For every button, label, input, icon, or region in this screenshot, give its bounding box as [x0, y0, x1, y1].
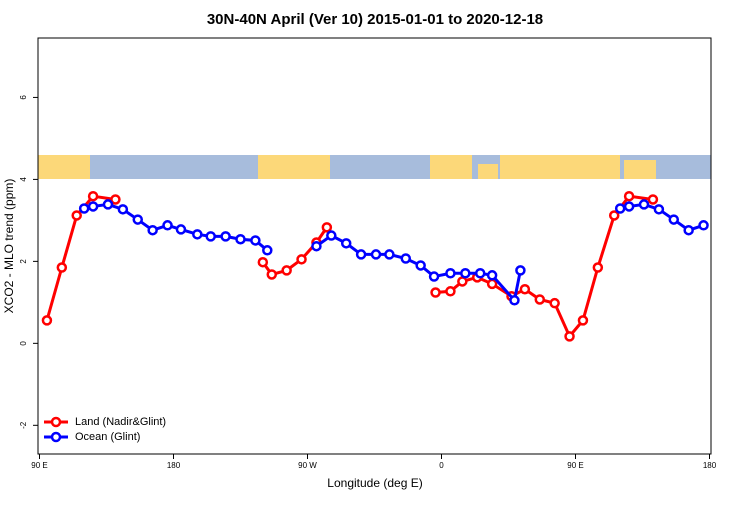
x-tick-label: 0	[439, 461, 444, 470]
point	[205, 231, 216, 242]
y-tick-label: 6	[19, 95, 28, 100]
point	[486, 270, 498, 281]
legend-label: Ocean (Glint)	[75, 431, 140, 443]
point	[509, 295, 520, 306]
point	[78, 203, 90, 214]
point	[117, 204, 129, 215]
x-tick-label: 180	[703, 461, 717, 470]
point	[400, 253, 412, 264]
point	[445, 268, 456, 279]
point	[474, 268, 486, 279]
x-tick-label: 90 E	[567, 461, 583, 470]
point	[102, 199, 114, 210]
point	[110, 194, 121, 205]
point	[87, 190, 99, 202]
point	[415, 260, 426, 271]
point	[428, 271, 440, 282]
point	[192, 229, 203, 240]
legend-label: Land (Nadir&Glint)	[75, 416, 166, 428]
plot-frame	[37, 37, 712, 455]
x-axis-label: Longitude (deg E)	[327, 476, 422, 490]
point	[460, 268, 471, 279]
y-tick-label: 0	[19, 341, 28, 346]
point	[56, 262, 68, 273]
point	[321, 222, 333, 233]
point	[623, 190, 635, 202]
point	[683, 224, 694, 236]
point	[250, 235, 261, 246]
y-tick-label: 2	[19, 259, 28, 264]
point	[608, 210, 620, 221]
point	[311, 240, 322, 252]
point	[162, 220, 173, 231]
point	[281, 265, 292, 276]
legend-marker	[50, 431, 62, 443]
point	[638, 199, 650, 210]
point	[257, 256, 269, 268]
point	[220, 231, 231, 242]
point	[340, 238, 352, 249]
y-axis-label: XCO2 - MLO trend (ppm)	[2, 179, 16, 314]
point	[614, 203, 626, 214]
point	[370, 249, 382, 260]
point	[623, 201, 635, 212]
point	[564, 331, 575, 342]
point	[534, 294, 546, 305]
point	[445, 286, 456, 297]
point	[486, 278, 498, 290]
point	[668, 214, 680, 225]
point	[647, 194, 659, 205]
point	[384, 249, 395, 260]
point	[147, 224, 158, 236]
point	[519, 283, 531, 295]
x-tick-label: 90 E	[31, 461, 47, 470]
point	[71, 210, 82, 221]
point	[592, 262, 604, 273]
point	[266, 269, 278, 280]
legend-marker	[50, 416, 62, 428]
point	[262, 245, 273, 256]
point	[653, 204, 665, 215]
point	[175, 224, 187, 235]
point	[132, 214, 144, 225]
point	[355, 249, 367, 260]
point	[41, 315, 53, 326]
x-tick-label: 90 W	[298, 461, 317, 470]
point	[326, 230, 337, 241]
point	[235, 233, 246, 245]
point	[296, 254, 307, 265]
point	[515, 265, 526, 276]
point	[577, 315, 589, 326]
point	[698, 220, 709, 231]
chart-title: 30N-40N April (Ver 10) 2015-01-01 to 202…	[207, 11, 543, 28]
x-tick-label: 180	[167, 461, 181, 470]
point	[87, 201, 99, 212]
point	[549, 297, 560, 309]
point	[457, 276, 468, 287]
map-band	[38, 155, 711, 179]
y-tick-label: -2	[19, 421, 28, 429]
y-tick-label: 4	[19, 177, 28, 182]
point	[430, 287, 441, 298]
